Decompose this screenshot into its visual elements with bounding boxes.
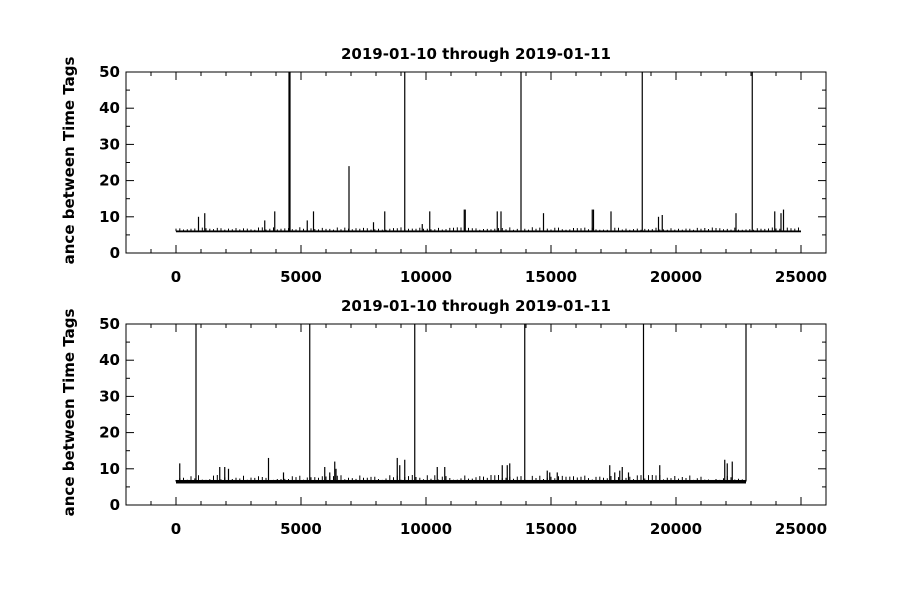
chart-title: 2019-01-10 through 2019-01-11 xyxy=(341,45,611,63)
y-tick-label: 20 xyxy=(99,424,120,442)
data-series-baseline xyxy=(176,230,801,233)
y-tick-label: 50 xyxy=(99,63,120,81)
x-tick-label: 15000 xyxy=(525,268,577,286)
data-series-baseline xyxy=(176,479,746,484)
x-tick-label: 5000 xyxy=(280,268,322,286)
x-tick-label: 20000 xyxy=(650,520,702,538)
chart-title: 2019-01-10 through 2019-01-11 xyxy=(341,297,611,315)
x-tick-label: 5000 xyxy=(280,520,322,538)
y-tick-label: 10 xyxy=(99,208,120,226)
y-tick-label: 30 xyxy=(99,387,120,405)
chart-panel-2: 2019-01-10 through 2019-01-11 ance betwee… xyxy=(60,297,827,538)
y-tick-label: 10 xyxy=(99,460,120,478)
x-tick-label: 10000 xyxy=(400,268,452,286)
x-tick-label: 25000 xyxy=(775,520,827,538)
data-series-noise xyxy=(175,227,799,232)
y-axis-label: ance between Time Tags xyxy=(60,309,78,517)
y-tick-label: 20 xyxy=(99,172,120,190)
y-tick-label: 0 xyxy=(110,496,120,514)
y-tick-label: 40 xyxy=(99,351,120,369)
x-tick-label: 25000 xyxy=(775,268,827,286)
y-tick-label: 30 xyxy=(99,135,120,153)
y-tick-label: 0 xyxy=(110,244,120,262)
chart-panel-1: 2019-01-10 through 2019-01-11 ance betwee… xyxy=(60,45,827,286)
y-tick-label: 50 xyxy=(99,315,120,333)
x-tick-label: 20000 xyxy=(650,268,702,286)
x-tick-label: 10000 xyxy=(400,520,452,538)
y-axis-label: ance between Time Tags xyxy=(60,57,78,265)
plot-frame xyxy=(125,71,827,254)
x-tick-label: 0 xyxy=(171,520,181,538)
y-tick-label: 40 xyxy=(99,99,120,117)
x-tick-label: 0 xyxy=(171,268,181,286)
x-tick-label: 15000 xyxy=(525,520,577,538)
